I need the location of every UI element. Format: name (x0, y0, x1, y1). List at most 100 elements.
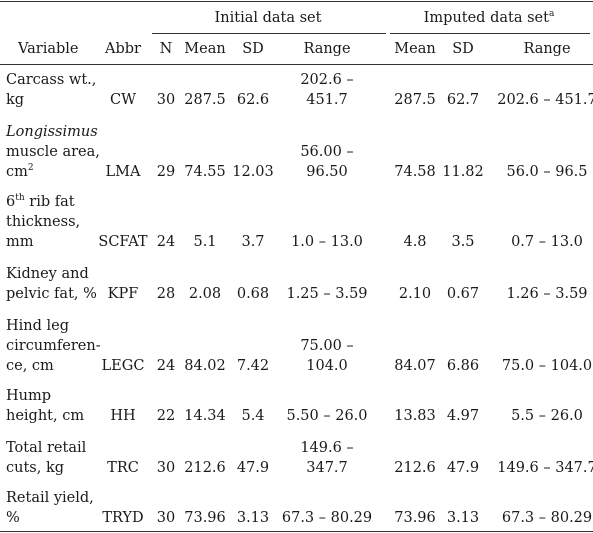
row-tryd-imputed-mean: 73.96 (394, 510, 436, 526)
row-legc-n: 24 (156, 358, 176, 374)
row-kpf-sd: 0.68 (236, 286, 270, 302)
row-hh-sd: 5.4 (241, 408, 265, 424)
header-initial-group: Initial data set (214, 10, 322, 26)
header-imputed-mean: Mean (394, 41, 436, 57)
row-lma-variable-line3: cm2 (6, 163, 34, 181)
row-legc-imputed-range: 75.0 – 104.0 (501, 358, 593, 374)
row-hh-variable-line1: Hump (6, 388, 52, 404)
row-scfat-variable-line2: thickness, (6, 214, 81, 230)
row-trc-sd: 47.9 (236, 460, 270, 476)
row-cw-n: 30 (156, 92, 176, 108)
row-hh-imputed-sd: 4.97 (446, 408, 480, 424)
row-trc-range-line1: 149.6 – (300, 440, 354, 456)
row-legc-variable-line2: circumferen- (6, 338, 101, 354)
row-legc-variable-line3: ce, cm (6, 358, 54, 374)
header-range: Range (303, 41, 351, 57)
row-cw-imputed-mean: 287.5 (394, 92, 436, 108)
row-lma-imputed-range: 56.0 – 96.5 (506, 164, 588, 180)
row-hh-variable-line2: height, cm (6, 408, 85, 424)
row-legc-imputed-mean: 84.07 (394, 358, 436, 374)
header-mean: Mean (184, 41, 226, 57)
row-kpf-variable-line2: pelvic fat, % (6, 286, 97, 302)
row-cw-abbr: CW (110, 92, 136, 108)
row-hh-imputed-range: 5.5 – 26.0 (511, 408, 583, 424)
row-scfat-imputed-range: 0.7 – 13.0 (511, 234, 583, 250)
header-sd: SD (242, 41, 264, 57)
row-scfat-n: 24 (156, 234, 176, 250)
row-cw-imputed-range: 202.6 – 451.7 (497, 92, 593, 108)
table-top-rule (0, 1, 593, 2)
row-kpf-range: 1.25 – 3.59 (286, 286, 368, 302)
row-kpf-imputed-range: 1.26 – 3.59 (506, 286, 588, 302)
row-scfat-imputed-sd: 3.5 (451, 234, 475, 250)
row-tryd-n: 30 (156, 510, 176, 526)
header-imputed-group: Imputed data seta (423, 9, 555, 27)
row-hh-mean: 14.34 (184, 408, 226, 424)
header-abbr: Abbr (105, 41, 141, 57)
row-trc-variable-line2: cuts, kg (6, 460, 65, 476)
row-kpf-imputed-mean: 2.10 (398, 286, 432, 302)
row-trc-mean: 212.6 (184, 460, 226, 476)
row-lma-n: 29 (156, 164, 176, 180)
header-bottom-rule (0, 64, 593, 65)
row-hh-abbr: HH (110, 408, 136, 424)
header-imputed-range: Range (523, 41, 571, 57)
imputed-group-rule (390, 33, 590, 34)
row-cw-mean: 287.5 (184, 92, 226, 108)
row-kpf-mean: 2.08 (188, 286, 222, 302)
footnote-marker: a (548, 9, 555, 19)
row-scfat-sd: 3.7 (241, 234, 265, 250)
row-hh-n: 22 (156, 408, 176, 424)
header-n: N (159, 41, 173, 57)
row-lma-sd: 12.03 (232, 164, 274, 180)
row-lma-variable-line1: Longissimus (6, 124, 98, 140)
row-trc-imputed-range: 149.6 – 347.7 (497, 460, 593, 476)
row-trc-imputed-mean: 212.6 (394, 460, 436, 476)
row-hh-range: 5.50 – 26.0 (286, 408, 368, 424)
row-trc-variable-line1: Total retail (6, 440, 87, 456)
row-tryd-imputed-sd: 3.13 (446, 510, 480, 526)
row-tryd-mean: 73.96 (184, 510, 226, 526)
header-imputed-sd: SD (452, 41, 474, 57)
row-cw-variable-line1: Carcass wt., (6, 72, 97, 88)
row-tryd-variable-line2: % (6, 510, 20, 526)
row-lma-range-line1: 56.00 – (300, 144, 354, 160)
row-trc-n: 30 (156, 460, 176, 476)
row-legc-variable-line1: Hind leg (6, 318, 70, 334)
row-legc-range-line2: 104.0 (306, 358, 348, 374)
row-lma-imputed-mean: 74.58 (394, 164, 436, 180)
row-scfat-imputed-mean: 4.8 (403, 234, 427, 250)
row-tryd-range: 67.3 – 80.29 (281, 510, 373, 526)
row-legc-imputed-sd: 6.86 (446, 358, 480, 374)
row-lma-range-line2: 96.50 (306, 164, 348, 180)
row-legc-sd: 7.42 (236, 358, 270, 374)
row-trc-imputed-sd: 47.9 (446, 460, 480, 476)
row-scfat-variable-line3: mm (6, 234, 34, 250)
row-tryd-variable-line1: Retail yield, (6, 490, 94, 506)
row-scfat-variable-line1: 6th rib fat (6, 193, 75, 211)
row-legc-abbr: LEGC (101, 358, 145, 374)
row-lma-imputed-sd: 11.82 (442, 164, 484, 180)
row-kpf-imputed-sd: 0.67 (446, 286, 480, 302)
row-lma-mean: 74.55 (184, 164, 226, 180)
row-tryd-imputed-range: 67.3 – 80.29 (501, 510, 593, 526)
row-scfat-mean: 5.1 (193, 234, 217, 250)
row-kpf-n: 28 (156, 286, 176, 302)
row-scfat-range: 1.0 – 13.0 (291, 234, 363, 250)
row-cw-imputed-sd: 62.7 (446, 92, 480, 108)
row-cw-variable-line2: kg (6, 92, 25, 108)
row-cw-range-line2: 451.7 (306, 92, 348, 108)
row-trc-abbr: TRC (107, 460, 139, 476)
header-variable: Variable (18, 41, 79, 57)
row-legc-mean: 84.02 (184, 358, 226, 374)
row-legc-range-line1: 75.00 – (300, 338, 354, 354)
row-lma-abbr: LMA (105, 164, 141, 180)
row-tryd-abbr: TRYD (102, 510, 144, 526)
row-hh-imputed-mean: 13.83 (394, 408, 436, 424)
row-cw-range-line1: 202.6 – (300, 72, 354, 88)
table-bottom-rule (0, 531, 593, 532)
row-tryd-sd: 3.13 (236, 510, 270, 526)
row-kpf-abbr: KPF (107, 286, 139, 302)
initial-group-rule (152, 33, 386, 34)
